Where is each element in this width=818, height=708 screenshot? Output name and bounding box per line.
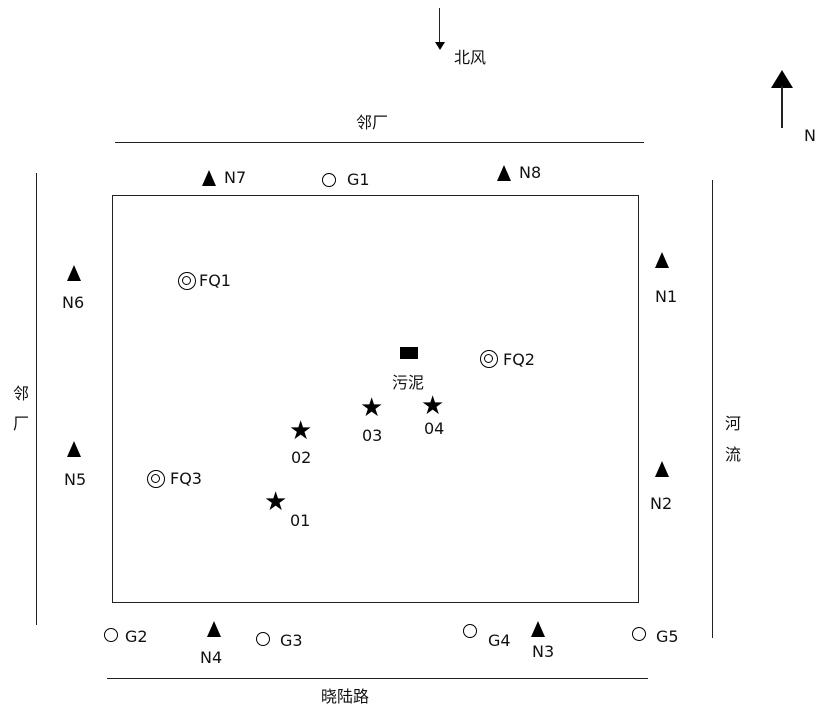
exhaust-point-fq3-label: FQ3 xyxy=(170,469,202,488)
soil-point-02-icon: ★ xyxy=(289,416,313,446)
soil-point-03-icon: ★ xyxy=(360,393,384,423)
noise-point-n3-label: N3 xyxy=(532,642,555,661)
north-label: N xyxy=(804,126,816,145)
noise-point-n2-icon xyxy=(655,461,669,477)
left-neighbor-line xyxy=(36,173,38,625)
groundwater-point-g4-label: G4 xyxy=(488,631,511,650)
soil-point-04-icon: ★ xyxy=(421,391,445,421)
soil-point-01-label: 01 xyxy=(290,511,311,530)
noise-point-n7-label: N7 xyxy=(224,168,247,187)
groundwater-point-g2-icon xyxy=(104,628,118,642)
top-neighbor-label: 邻厂 xyxy=(356,113,389,132)
noise-point-n4-icon xyxy=(207,621,221,637)
soil-point-01-icon: ★ xyxy=(264,487,288,517)
soil-point-02-label: 02 xyxy=(291,448,312,467)
site-boundary xyxy=(112,195,639,603)
noise-point-n8-icon xyxy=(497,165,511,181)
groundwater-point-g1-icon xyxy=(322,173,336,187)
exhaust-point-fq2-icon xyxy=(480,350,498,368)
groundwater-point-g4-icon xyxy=(463,624,477,638)
groundwater-point-g1-label: G1 xyxy=(347,170,370,189)
left-neighbor-label-2: 厂 xyxy=(12,414,29,433)
noise-point-n1-icon xyxy=(655,252,669,268)
river-line xyxy=(712,180,714,638)
north-arrow-head-icon xyxy=(771,70,793,88)
exhaust-point-fq1-label: FQ1 xyxy=(199,271,231,290)
noise-point-n6-icon xyxy=(67,265,81,281)
groundwater-point-g5-icon xyxy=(632,627,646,641)
road-label: 晓陆路 xyxy=(321,687,370,706)
river-label-2: 流 xyxy=(724,445,741,464)
exhaust-point-fq3-icon xyxy=(147,470,165,488)
noise-point-n5-label: N5 xyxy=(64,470,87,489)
groundwater-point-g2-label: G2 xyxy=(125,627,148,646)
sludge-marker-icon xyxy=(400,347,418,359)
noise-point-n6-label: N6 xyxy=(62,293,85,312)
left-neighbor-label-1: 邻 xyxy=(12,384,29,403)
sludge-label: 污泥 xyxy=(392,373,425,392)
road-line xyxy=(107,678,648,680)
wind-label: 北风 xyxy=(454,48,487,67)
noise-point-n5-icon xyxy=(67,441,81,457)
groundwater-point-g3-label: G3 xyxy=(280,631,303,650)
noise-point-n7-icon xyxy=(202,170,216,186)
river-label-1: 河 xyxy=(724,414,741,433)
soil-point-03-label: 03 xyxy=(362,426,383,445)
north-arrow-shaft xyxy=(781,86,783,128)
noise-point-n4-label: N4 xyxy=(200,648,223,667)
exhaust-point-fq1-icon xyxy=(178,272,196,290)
noise-point-n3-icon xyxy=(531,621,545,637)
exhaust-point-fq2-label: FQ2 xyxy=(503,350,535,369)
groundwater-point-g3-icon xyxy=(256,632,270,646)
wind-arrow-shaft xyxy=(439,8,441,46)
noise-point-n2-label: N2 xyxy=(650,494,673,513)
noise-point-n1-label: N1 xyxy=(655,287,678,306)
top-neighbor-line xyxy=(115,142,644,144)
soil-point-04-label: 04 xyxy=(424,419,445,438)
groundwater-point-g5-label: G5 xyxy=(656,627,679,646)
noise-point-n8-label: N8 xyxy=(519,163,542,182)
wind-arrow-head-icon xyxy=(435,42,445,50)
